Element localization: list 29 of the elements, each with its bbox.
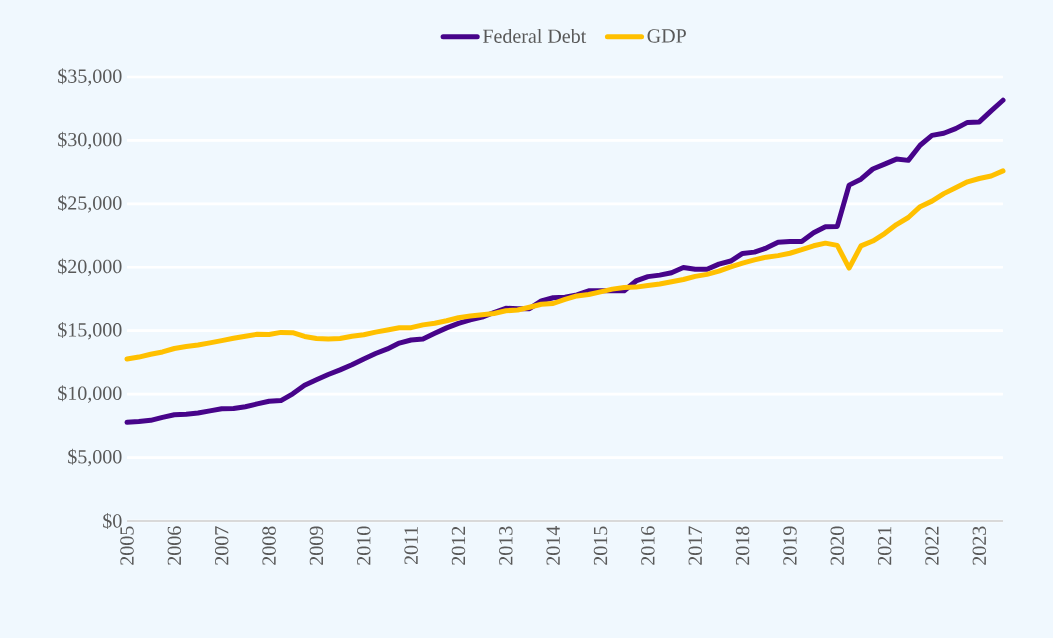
x-tick-label: 2023	[972, 526, 987, 565]
x-tick-label: 2010	[357, 526, 371, 565]
x-tick-label: 2013	[499, 526, 513, 565]
y-tick-label: $20,000	[58, 258, 122, 277]
y-tick-label: $10,000	[58, 385, 122, 403]
y-tick-label: $25,000	[58, 195, 122, 213]
legend-label: GDP	[647, 29, 686, 43]
x-tick-label: 2020	[830, 526, 845, 565]
x-tick-label: 2012	[451, 526, 466, 565]
y-tick-label: $15,000	[58, 321, 122, 340]
x-tick-label: 2005	[120, 526, 134, 565]
y-tick-label: $35,000	[58, 68, 122, 86]
x-tick-label: 2021	[877, 526, 892, 565]
x-tick-label: 2011	[404, 526, 418, 565]
x-tick-label: 2022	[925, 526, 939, 565]
legend-label: Federal Debt	[482, 28, 587, 43]
y-tick-label: $30,000	[58, 131, 122, 150]
y-tick-label: $5,000	[68, 448, 122, 467]
x-tick-label: 2006	[167, 526, 182, 565]
x-tick-label: 2015	[593, 526, 608, 565]
x-tick-label: 2018	[735, 526, 750, 565]
x-tick-label: 2016	[641, 526, 655, 565]
x-tick-label: 2017	[688, 526, 702, 565]
y-tick-label: $0	[103, 513, 122, 529]
x-tick-label: 2014	[546, 526, 560, 565]
x-tick-label: 2009	[309, 526, 324, 565]
x-tick-label: 2007	[214, 526, 229, 565]
x-tick-label: 2008	[262, 526, 276, 565]
x-tick-label: 2019	[783, 526, 797, 565]
